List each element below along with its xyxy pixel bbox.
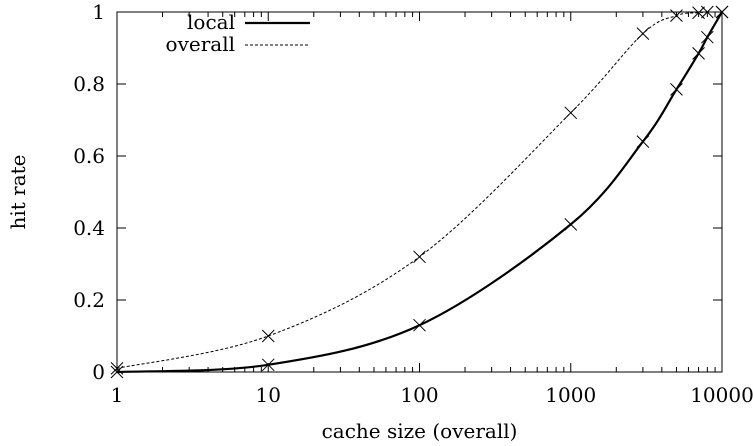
data-point-local bbox=[413, 318, 426, 332]
data-point-overall bbox=[413, 250, 426, 264]
x-axis-label: cache size (overall) bbox=[322, 419, 518, 443]
data-point-local bbox=[564, 218, 578, 231]
series-line-local bbox=[116, 11, 723, 374]
data-point-local bbox=[700, 30, 714, 44]
x-tick-label: 10000 bbox=[690, 383, 753, 407]
y-tick-label: 0.6 bbox=[73, 144, 105, 168]
x-tick-label: 10 bbox=[256, 383, 281, 407]
y-tick-label: 0.8 bbox=[73, 72, 105, 96]
data-point-local bbox=[670, 83, 683, 96]
data-point-overall bbox=[636, 27, 650, 40]
plot-frame bbox=[116, 11, 723, 373]
data-point-overall bbox=[261, 329, 275, 343]
y-axis-label: hit rate bbox=[6, 154, 30, 229]
y-tick-label: 0 bbox=[92, 360, 105, 384]
x-tick-label: 1000 bbox=[545, 383, 596, 407]
legend-label-overall: overall bbox=[166, 32, 235, 56]
x-tick-label: 100 bbox=[400, 383, 438, 407]
series-line-overall bbox=[116, 11, 723, 369]
data-point-local bbox=[636, 135, 650, 148]
y-tick-label: 0.4 bbox=[73, 216, 105, 240]
plot-series bbox=[110, 5, 729, 379]
y-tick-label: 1 bbox=[92, 0, 105, 24]
data-point-overall bbox=[670, 9, 683, 22]
data-point-local bbox=[261, 358, 275, 372]
data-point-local bbox=[692, 47, 705, 60]
legend-label-local: local bbox=[187, 10, 235, 34]
y-tick-label: 0.2 bbox=[73, 288, 105, 312]
data-point-overall bbox=[564, 106, 578, 120]
data-point-local bbox=[110, 365, 124, 379]
axes: 1 10 100 1000 10000 0 0.2 0.4 0.6 0.8 1 cache size … bbox=[6, 0, 753, 443]
x-tick-label: 1 bbox=[111, 383, 124, 407]
data-point-overall bbox=[700, 5, 714, 19]
data-point-overall bbox=[110, 362, 124, 375]
data-point-overall bbox=[715, 5, 729, 19]
